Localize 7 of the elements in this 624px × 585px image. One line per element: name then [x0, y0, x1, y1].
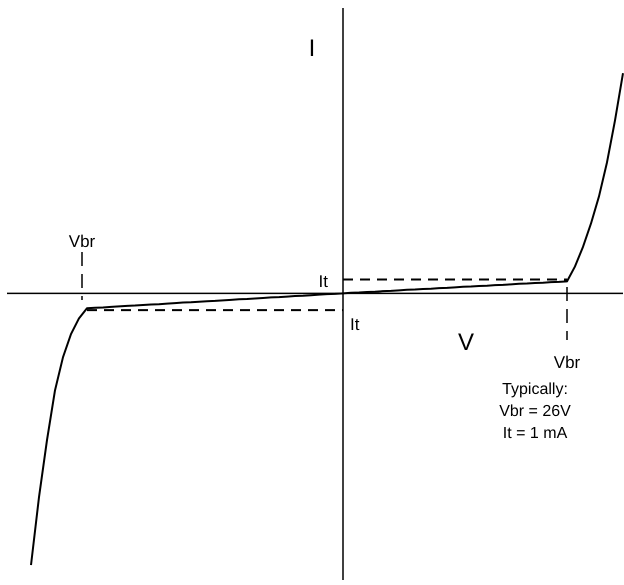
annotation: It: [350, 315, 360, 334]
annotation: Vbr: [554, 353, 581, 372]
annotation: It: [318, 272, 328, 291]
x-axis-title: V: [458, 329, 474, 356]
y-axis-title: I: [308, 35, 316, 62]
annotation: Vbr: [68, 232, 96, 251]
annotation: Typically: Vbr = 26V It = 1 mA: [499, 381, 572, 442]
